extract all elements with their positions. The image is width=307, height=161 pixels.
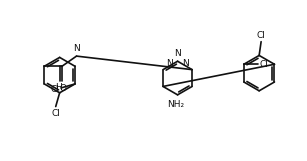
Text: N: N — [166, 59, 173, 68]
Text: Cl: Cl — [50, 85, 59, 94]
Text: N: N — [182, 59, 189, 68]
Text: N: N — [73, 44, 80, 53]
Text: Cl: Cl — [51, 109, 60, 118]
Text: NH₂: NH₂ — [167, 100, 184, 109]
Text: O: O — [60, 84, 67, 93]
Text: Cl: Cl — [257, 31, 266, 40]
Text: Cl: Cl — [259, 60, 268, 69]
Text: N: N — [174, 49, 181, 58]
Text: H: H — [55, 83, 61, 92]
